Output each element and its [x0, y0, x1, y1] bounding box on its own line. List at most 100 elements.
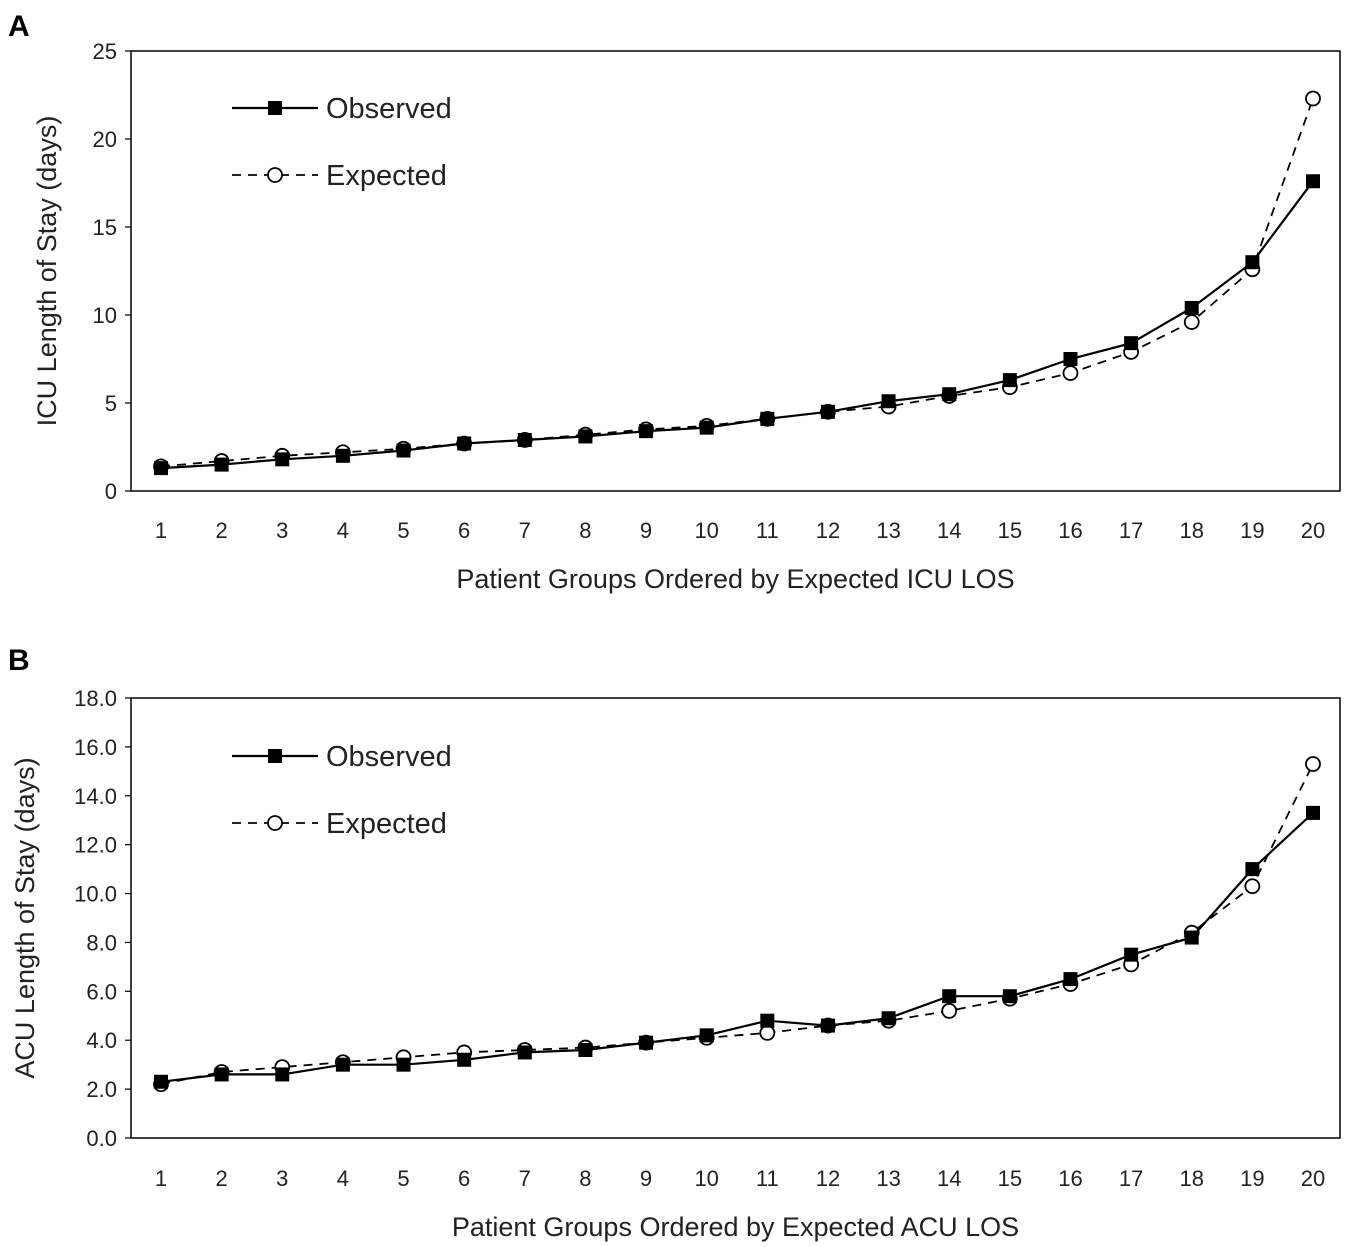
point-observed — [1124, 947, 1139, 962]
point-observed — [275, 452, 290, 467]
y-tick-label: 14.0 — [74, 784, 117, 809]
x-tick-label: 4 — [337, 1166, 349, 1191]
x-tick-label: 8 — [579, 518, 591, 543]
y-tick-label: 12.0 — [74, 833, 117, 858]
x-tick-label: 15 — [998, 1166, 1022, 1191]
x-tick-label: 13 — [876, 1166, 900, 1191]
point-observed — [881, 394, 896, 409]
point-observed — [335, 1057, 350, 1072]
y-tick-label: 10 — [93, 303, 117, 328]
y-tick-label: 4.0 — [86, 1028, 117, 1053]
x-tick-label: 12 — [816, 518, 840, 543]
point-observed — [699, 420, 714, 435]
y-axis-title: ACU Length of Stay (days) — [10, 757, 40, 1078]
point-observed — [1063, 352, 1078, 366]
legend-marker-expected — [267, 815, 283, 831]
x-tick-label: 9 — [640, 1166, 652, 1191]
point-observed — [1002, 373, 1017, 388]
x-tick-label: 11 — [756, 518, 779, 543]
panel-label: A — [8, 10, 30, 43]
point-observed — [214, 1067, 229, 1082]
point-observed — [275, 1067, 290, 1082]
point-expected — [1244, 878, 1261, 895]
x-tick-label: 10 — [694, 518, 718, 543]
point-observed — [154, 461, 168, 476]
point-observed — [1184, 930, 1199, 945]
x-tick-label: 7 — [519, 518, 531, 543]
y-tick-label: 18.0 — [74, 686, 117, 711]
legend: Observed Expected — [232, 741, 452, 840]
legend-marker-observed — [268, 749, 282, 763]
x-tick-label: 14 — [937, 1166, 961, 1191]
x-tick-label: 1 — [155, 1166, 167, 1191]
x-axis-title: Patient Groups Ordered by Expected ICU L… — [456, 564, 1014, 594]
y-tick-label: 8.0 — [86, 930, 117, 955]
x-tick-label: 2 — [216, 1166, 228, 1191]
legend-label-expected: Expected — [326, 808, 447, 840]
point-observed — [517, 432, 532, 447]
point-observed — [1063, 972, 1078, 987]
point-observed — [942, 387, 957, 402]
x-tick-label: 3 — [276, 518, 288, 543]
point-expected — [1305, 756, 1321, 772]
x-tick-label: 20 — [1301, 1166, 1325, 1191]
point-observed — [639, 424, 654, 439]
point-observed — [154, 1074, 168, 1089]
x-tick-label: 15 — [998, 518, 1022, 543]
x-tick-label: 14 — [937, 518, 961, 543]
point-observed — [1184, 300, 1199, 315]
series-line-expected — [160, 98, 1314, 468]
plot-frame — [130, 50, 1341, 492]
x-tick-label: 1 — [155, 518, 167, 543]
point-observed — [1306, 805, 1320, 820]
x-tick-label: 5 — [397, 1166, 409, 1191]
point-observed — [457, 436, 472, 451]
y-tick-label: 6.0 — [86, 979, 117, 1004]
y-tick-label: 0.0 — [86, 1126, 117, 1151]
point-observed — [214, 457, 229, 472]
legend-label-observed: Observed — [326, 741, 452, 773]
x-tick-label: 8 — [579, 1166, 591, 1191]
point-observed — [942, 989, 957, 1004]
x-tick-label: 11 — [756, 1166, 779, 1191]
x-tick-label: 18 — [1179, 518, 1203, 543]
point-observed — [820, 1018, 835, 1033]
point-observed — [699, 1028, 714, 1043]
plot-frame — [130, 697, 1341, 1139]
point-observed — [396, 1057, 411, 1072]
y-tick-label: 2.0 — [86, 1077, 117, 1102]
x-tick-label: 17 — [1119, 1166, 1143, 1191]
x-tick-label: 19 — [1240, 1166, 1264, 1191]
x-tick-label: 3 — [276, 1166, 288, 1191]
x-tick-label: 2 — [216, 518, 228, 543]
point-expected — [1062, 365, 1079, 381]
point-observed — [881, 1011, 896, 1026]
x-tick-label: 6 — [458, 518, 470, 543]
legend-label-observed: Observed — [326, 93, 452, 125]
x-tick-label: 12 — [816, 1166, 840, 1191]
point-observed — [396, 443, 411, 458]
series-line-observed — [160, 180, 1314, 470]
point-observed — [639, 1035, 654, 1050]
point-observed — [335, 448, 350, 463]
y-tick-label: 15 — [93, 215, 117, 240]
y-tick-label: 16.0 — [74, 735, 117, 760]
x-tick-label: 16 — [1058, 518, 1082, 543]
point-expected — [759, 1024, 776, 1041]
x-tick-label: 18 — [1179, 1166, 1203, 1191]
point-observed — [760, 411, 775, 426]
point-observed — [820, 404, 835, 419]
point-observed — [1306, 174, 1320, 189]
point-observed — [457, 1052, 472, 1067]
legend: Observed Expected — [232, 93, 452, 192]
legend-marker-expected — [267, 167, 283, 183]
point-observed — [578, 1043, 593, 1057]
x-tick-label: 16 — [1058, 1166, 1082, 1191]
x-tick-label: 6 — [458, 1166, 470, 1191]
point-observed — [1245, 255, 1260, 270]
point-expected — [1183, 314, 1200, 330]
x-tick-label: 9 — [640, 518, 652, 543]
series-line-observed — [160, 812, 1314, 1083]
